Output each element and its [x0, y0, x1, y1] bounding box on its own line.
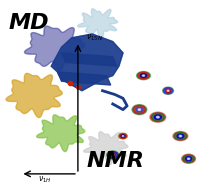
Ellipse shape	[178, 135, 181, 137]
Ellipse shape	[131, 105, 146, 115]
Text: $\nu_{15N}$: $\nu_{15N}$	[86, 33, 103, 43]
Ellipse shape	[186, 158, 189, 160]
Ellipse shape	[119, 134, 126, 139]
Ellipse shape	[118, 133, 127, 139]
Ellipse shape	[106, 151, 118, 159]
Polygon shape	[24, 26, 84, 70]
Ellipse shape	[122, 136, 123, 137]
Ellipse shape	[166, 90, 168, 91]
Ellipse shape	[163, 88, 172, 94]
Text: $\nu_{1H}$: $\nu_{1H}$	[38, 174, 52, 185]
Ellipse shape	[140, 74, 146, 77]
Polygon shape	[51, 34, 122, 91]
Ellipse shape	[136, 71, 150, 80]
Polygon shape	[61, 53, 116, 66]
Polygon shape	[37, 115, 84, 152]
Ellipse shape	[162, 87, 173, 94]
Text: NMR: NMR	[86, 151, 143, 171]
Ellipse shape	[182, 155, 193, 163]
Ellipse shape	[156, 116, 158, 118]
Polygon shape	[51, 34, 122, 91]
Ellipse shape	[149, 112, 165, 122]
Ellipse shape	[120, 135, 124, 137]
Text: MD: MD	[8, 13, 49, 33]
Polygon shape	[6, 73, 62, 118]
Ellipse shape	[185, 157, 191, 161]
Polygon shape	[57, 72, 110, 85]
Ellipse shape	[135, 107, 142, 112]
Ellipse shape	[137, 72, 149, 79]
Ellipse shape	[107, 152, 117, 158]
Polygon shape	[83, 132, 127, 165]
Ellipse shape	[109, 153, 115, 157]
Ellipse shape	[153, 115, 161, 119]
Ellipse shape	[172, 132, 187, 141]
Polygon shape	[77, 9, 117, 38]
Ellipse shape	[111, 154, 113, 156]
Ellipse shape	[173, 132, 186, 140]
Ellipse shape	[133, 105, 145, 114]
Ellipse shape	[137, 109, 140, 110]
Ellipse shape	[142, 75, 144, 76]
Ellipse shape	[165, 89, 170, 92]
Ellipse shape	[151, 113, 164, 121]
Ellipse shape	[181, 154, 195, 163]
Ellipse shape	[176, 134, 183, 138]
